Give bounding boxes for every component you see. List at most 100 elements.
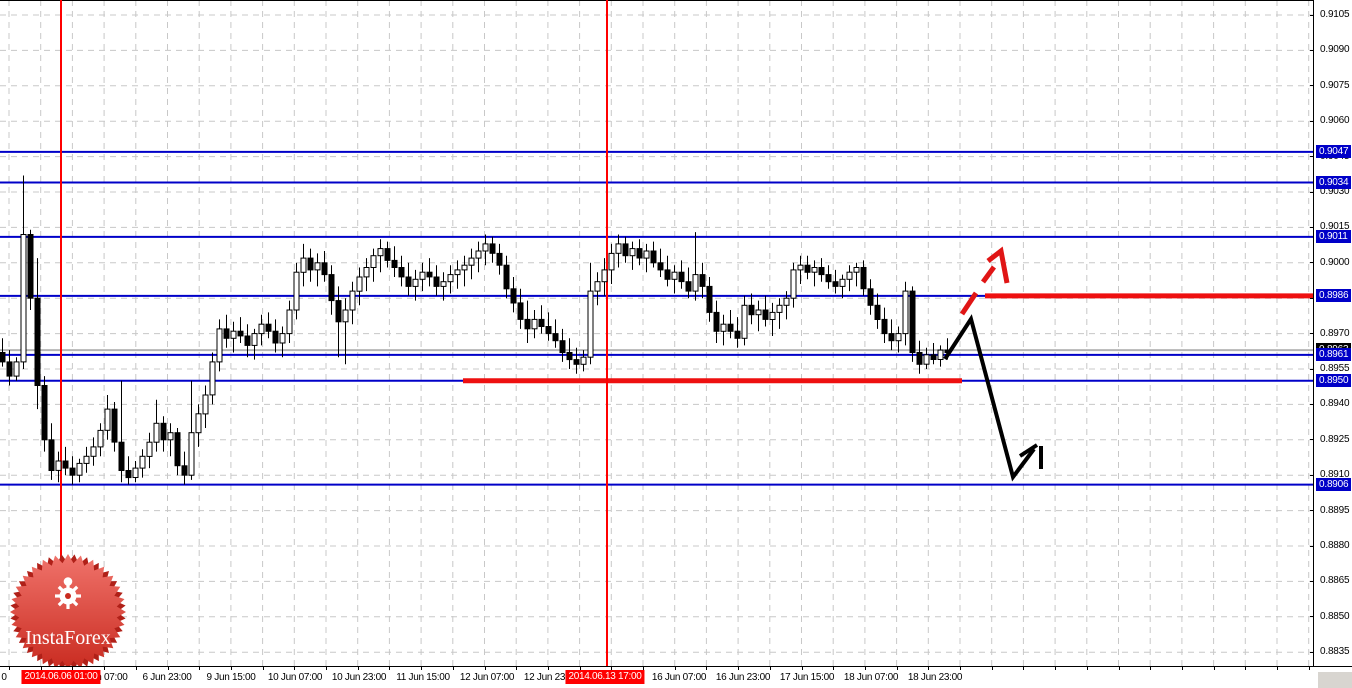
time-axis-label: 6 Jun 23:00 <box>142 672 192 683</box>
candle-body-bear <box>909 290 916 354</box>
candle-body-bull <box>139 455 146 469</box>
candle-body-bear <box>685 281 692 292</box>
price-axis[interactable]: 0.91050.90900.90750.90600.90450.90300.90… <box>1310 0 1352 666</box>
time-axis[interactable]: 0 6 Jun 07:00 6 Jun 23:00 9 Jun 15:00 10 Jun… <box>0 666 1352 688</box>
price-axis-label: 0.8835 <box>1320 646 1350 658</box>
price-tick <box>1310 580 1314 582</box>
candle-body-bull <box>902 290 909 335</box>
candle-body-bull <box>188 432 195 476</box>
candle-body-bull <box>286 309 293 335</box>
price-axis-label: 0.8880 <box>1320 540 1350 551</box>
price-axis-label: 0.8865 <box>1320 575 1350 587</box>
time-tick <box>1213 666 1215 670</box>
candle-body-bull <box>419 271 426 280</box>
candle-body-bull <box>356 276 363 292</box>
candle-body-bull <box>216 328 223 363</box>
price-tick <box>1310 545 1314 547</box>
time-tick <box>1308 666 1310 670</box>
level-price-label: 0.9011 <box>1316 230 1351 244</box>
candle-body-bear <box>860 267 867 290</box>
candle-body-bear <box>524 318 531 330</box>
time-tick <box>896 666 898 670</box>
candle-body-bull <box>97 429 104 448</box>
candle-body-bear <box>734 330 741 339</box>
time-tick <box>991 666 993 670</box>
candle-body-bear <box>503 264 510 290</box>
candle-body-bear <box>664 269 671 280</box>
candle-body-bear <box>699 274 706 287</box>
time-tick <box>9 666 10 670</box>
candle-body-bear <box>804 264 811 273</box>
candle-body-bear <box>69 467 76 476</box>
candle-body-bull <box>531 318 538 330</box>
price-tick <box>1310 333 1314 335</box>
time-tick <box>928 666 930 670</box>
candle-body-bull <box>153 422 160 443</box>
candle-body-bull <box>783 297 790 306</box>
candle-body-bear <box>930 354 937 360</box>
candle-body-bear <box>678 271 685 283</box>
price-axis-label: 0.9105 <box>1320 9 1350 20</box>
price-tick <box>1310 262 1314 264</box>
time-tick <box>547 666 549 670</box>
time-axis-label-partial: 0 <box>1 672 7 683</box>
gear-tooth <box>75 594 81 598</box>
candle-body-bear <box>573 359 580 365</box>
candle-body-bull <box>769 311 776 320</box>
candle-body-bull <box>146 441 153 457</box>
candle-body-bear <box>34 297 41 387</box>
candle-body-bear <box>384 248 391 261</box>
time-axis-label: 11 Jun 15:00 <box>396 672 450 683</box>
price-tick <box>1310 85 1314 87</box>
time-axis-label: 12 Jun 07:00 <box>459 672 515 683</box>
candle-body-bear <box>545 326 552 335</box>
time-tick <box>167 666 169 670</box>
level-price-label: 0.8986 <box>1316 289 1351 303</box>
candle-body-bear <box>391 259 398 268</box>
candle-body-bull <box>594 281 601 292</box>
red-forecast-arrow[interactable] <box>986 246 1010 284</box>
candle-body-bear <box>650 250 657 264</box>
time-tick <box>326 666 327 670</box>
candle-body-bear <box>881 318 888 335</box>
candle-body-bull <box>447 274 454 283</box>
time-axis-label: 10 Jun 23:00 <box>331 672 387 683</box>
gear-hole <box>65 593 71 599</box>
candle-body-bear <box>405 276 412 287</box>
price-axis-label: 0.8970 <box>1320 327 1350 339</box>
candle-body-bull <box>692 274 699 292</box>
candle-body-bear <box>321 262 328 276</box>
candle-body-bear <box>706 285 713 313</box>
price-tick <box>1310 49 1314 51</box>
candle-body-bear <box>538 318 545 327</box>
candle-body-bull <box>895 333 902 342</box>
time-axis-label: 9 Jun 15:00 <box>206 672 256 683</box>
candle-body-bear <box>916 352 923 365</box>
candle-body-bull <box>314 262 321 271</box>
time-tick <box>72 666 74 670</box>
price-axis-label: 0.8895 <box>1320 504 1350 516</box>
time-axis-label: 12 Jun 23:00 <box>523 672 579 683</box>
candle-body-bear <box>0 352 6 363</box>
candle-body-bear <box>496 252 503 266</box>
candle-body-bull <box>202 394 209 415</box>
candle-body-bear <box>636 248 643 259</box>
time-tick <box>104 666 106 670</box>
candle-body-bull <box>90 446 97 457</box>
candle-body-bull <box>846 271 853 280</box>
candle-body-bear <box>125 470 132 479</box>
price-tick <box>1310 439 1314 441</box>
time-tick <box>1086 666 1088 670</box>
candle-body-bull <box>720 323 727 332</box>
black-forecast-arrow[interactable] <box>943 314 1036 482</box>
price-tick <box>1310 403 1314 405</box>
time-axis-label: 16 Jun 23:00 <box>715 672 771 683</box>
time-tick <box>421 666 423 670</box>
candle-body-bear <box>622 243 629 257</box>
candle-body-bull <box>776 304 783 313</box>
time-tick <box>674 666 676 670</box>
price-tick <box>1310 120 1314 122</box>
candle-body-bull <box>671 271 678 280</box>
time-tick <box>960 666 961 670</box>
